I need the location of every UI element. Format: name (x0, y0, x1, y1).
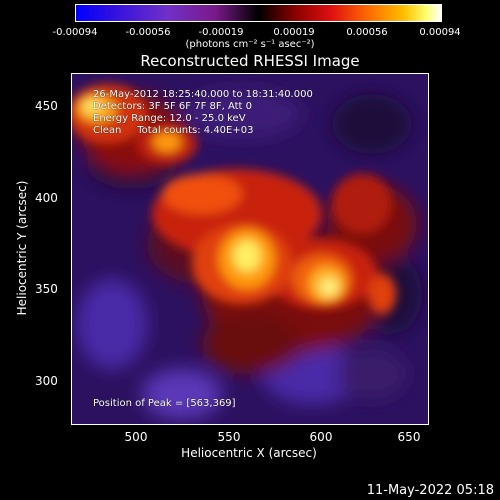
colorbar-tick: 0.00019 (273, 27, 315, 38)
timestamp: 11-May-2022 05:18 (366, 483, 494, 498)
colorbar (75, 4, 442, 22)
rhessi-image (71, 73, 429, 425)
x-tick-label: 600 (309, 430, 333, 444)
y-tick-label: 450 (35, 99, 58, 113)
colorbar-tick: 0.00094 (419, 27, 461, 38)
peak-position-text: Position of Peak = [563,369] (93, 398, 236, 409)
image-title: Reconstructed RHESSI Image (140, 52, 360, 70)
colorbar-tick: -0.00019 (198, 27, 244, 38)
rhessi-image-map (72, 74, 428, 424)
x-tick-label: 550 (217, 430, 241, 444)
y-tick-label: 400 (35, 191, 58, 205)
colorbar-tick: -0.00056 (125, 27, 171, 38)
colorbar-units: (photons cm⁻² s⁻¹ asec⁻²) (185, 39, 315, 50)
annotation-line: Energy Range: 12.0 - 25.0 keV (93, 113, 246, 124)
annotation-line: 26-May-2012 18:25:40.000 to 18:31:40.000 (93, 89, 313, 100)
y-tick-label: 350 (35, 282, 58, 296)
x-tick-label: 650 (397, 430, 421, 444)
colorbar-tick: -0.00094 (52, 27, 98, 38)
x-tick-label: 500 (124, 430, 148, 444)
annotation-line: Detectors: 3F 5F 6F 7F 8F, Att 0 (93, 101, 253, 112)
y-tick-label: 300 (35, 374, 58, 388)
y-axis-label: Heliocentric Y (arcsec) (15, 180, 29, 316)
x-axis-label: Heliocentric X (arcsec) (181, 446, 317, 460)
annotation-line: Clean Total counts: 4.40E+03 (93, 125, 254, 136)
colorbar-tick: 0.00056 (346, 27, 388, 38)
